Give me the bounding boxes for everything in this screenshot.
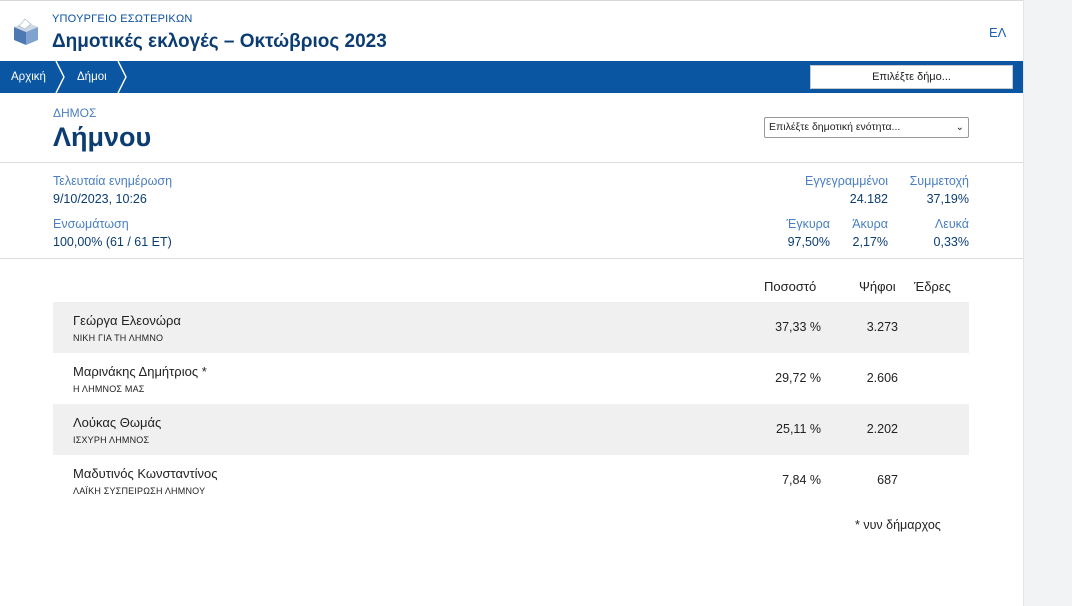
- candidate-votes: 3.273: [866, 320, 898, 334]
- municipal-unit-select-label: Επιλέξτε δημοτική ενότητα...: [769, 121, 901, 133]
- ministry-name: ΥΠΟΥΡΓΕΙΟ ΕΣΩΤΕΡΙΚΩΝ: [52, 13, 193, 25]
- footnote: * νυν δήμαρχος: [855, 518, 941, 532]
- candidate-votes: 2.202: [866, 422, 898, 436]
- divider: [0, 258, 1023, 259]
- table-row: Μαρινάκης Δημήτριος * Η ΛΗΜΝΟΣ ΜΑΣ 29,72…: [53, 353, 969, 404]
- column-header-votes: Ψήφοι: [859, 279, 896, 294]
- chevron-right-icon: [55, 61, 65, 93]
- candidate-name: Μαδυτινός Κωνσταντίνος: [73, 466, 218, 481]
- valid-value: 97,50%: [787, 235, 830, 249]
- municipal-unit-select[interactable]: Επιλέξτε δημοτική ενότητα... ⌄: [764, 117, 969, 138]
- invalid-label: Άκυρα: [852, 217, 888, 231]
- turnout-label: Συμμετοχή: [909, 174, 969, 188]
- language-switch[interactable]: ΕΛ: [989, 25, 1007, 40]
- breadcrumb-bar: Αρχική Δήμοι Επιλέξτε δήμο...: [0, 61, 1023, 93]
- chevron-down-icon: ⌄: [955, 122, 964, 133]
- candidate-party: Η ΛΗΜΝΟΣ ΜΑΣ: [73, 384, 145, 394]
- municipality-label: ΔΗΜΟΣ: [53, 106, 97, 120]
- candidate-votes: 687: [877, 473, 898, 487]
- registered-label: Εγγεγραμμένοι: [805, 174, 888, 188]
- breadcrumb-home[interactable]: Αρχική: [11, 71, 46, 83]
- candidate-name: Γεώργα Ελεονώρα: [73, 313, 181, 328]
- table-row: Μαδυτινός Κωνσταντίνος ΛΑΪΚΗ ΣΥΣΠΕΙΡΩΣΗ …: [53, 455, 969, 506]
- candidate-votes: 2.606: [866, 371, 898, 385]
- table-row: Γεώργα Ελεονώρα ΝΙΚΗ ΓΙΑ ΤΗ ΛΗΜΝΟ 37,33 …: [53, 302, 969, 353]
- last-update-label: Τελευταία ενημέρωση: [53, 174, 173, 188]
- table-row: Λούκας Θωμάς ΙΣΧΥΡΗ ΛΗΜΝΟΣ 25,11 % 2.202: [53, 404, 969, 455]
- candidate-party: ΝΙΚΗ ΓΙΑ ΤΗ ΛΗΜΝΟ: [73, 333, 164, 343]
- candidate-party: ΙΣΧΥΡΗ ΛΗΜΝΟΣ: [73, 435, 150, 445]
- site-title[interactable]: Δημοτικές εκλογές – Οκτώβριος 2023: [52, 31, 387, 52]
- candidate-percent: 25,11 %: [776, 422, 821, 436]
- candidate-party: ΛΑΪΚΗ ΣΥΣΠΕΙΡΩΣΗ ΛΗΜΝΟΥ: [73, 486, 206, 496]
- right-gutter: [1023, 0, 1072, 606]
- registered-value: 24.182: [849, 192, 888, 206]
- integration-label: Ενσωμάτωση: [53, 217, 129, 231]
- page: ΥΠΟΥΡΓΕΙΟ ΕΣΩΤΕΡΙΚΩΝ Δημοτικές εκλογές –…: [0, 0, 1023, 532]
- valid-label: Έγκυρα: [786, 217, 830, 231]
- site-header: ΥΠΟΥΡΓΕΙΟ ΕΣΩΤΕΡΙΚΩΝ Δημοτικές εκλογές –…: [0, 0, 1023, 61]
- municipality-select[interactable]: Επιλέξτε δήμο...: [810, 65, 1013, 89]
- last-update-value: 9/10/2023, 10:26: [53, 192, 147, 206]
- candidate-percent: 7,84 %: [782, 473, 821, 487]
- column-header-seats: Έδρες: [914, 279, 951, 294]
- blank-value: 0,33%: [933, 235, 969, 249]
- turnout-value: 37,19%: [926, 192, 969, 206]
- integration-value: 100,00% (61 / 61 ΕΤ): [53, 235, 172, 249]
- blank-label: Λευκά: [934, 217, 969, 231]
- divider: [0, 162, 1023, 163]
- candidate-name: Μαρινάκης Δημήτριος *: [73, 364, 207, 379]
- breadcrumb-municipalities[interactable]: Δήμοι: [77, 71, 107, 83]
- candidate-name: Λούκας Θωμάς: [73, 415, 162, 430]
- ballot-box-icon: [14, 18, 38, 45]
- column-header-percent: Ποσοστό: [764, 279, 817, 294]
- candidate-percent: 37,33 %: [775, 320, 821, 334]
- invalid-value: 2,17%: [852, 235, 888, 249]
- chevron-right-icon: [117, 61, 127, 93]
- candidate-percent: 29,72 %: [775, 371, 821, 385]
- municipality-name: Λήμνου: [53, 122, 152, 152]
